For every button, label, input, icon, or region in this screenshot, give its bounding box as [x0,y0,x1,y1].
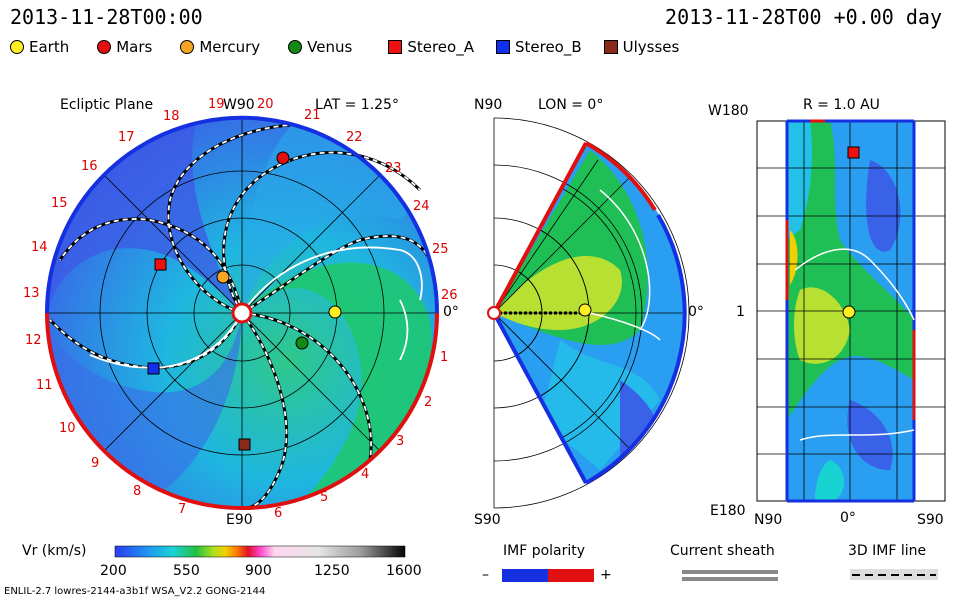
ulysses-marker-icon [238,438,251,451]
legend-label: Venus [307,38,353,56]
ulysses-marker-icon [603,40,618,54]
meridional-plane-plot [487,117,690,509]
stereo-b-marker-icon [495,40,510,54]
carrington-label: 19 [208,97,225,112]
carrington-label: 16 [81,159,98,174]
colorbar-title: Vr (km/s) [22,543,87,559]
carrington-label: 8 [133,484,142,499]
legend-mars: Mars [97,38,152,56]
carrington-label: 2 [424,395,433,410]
imf-minus-label: – [482,567,489,583]
imf-positive-swatch [548,569,594,582]
meridional-south-label: S90 [474,512,501,528]
legend-label: Mars [116,38,153,56]
carrington-label: 5 [320,490,329,505]
current-sheath-title: Current sheath [670,543,775,559]
ecliptic-right-label: 0° [443,304,459,320]
carrington-label: 14 [31,240,48,255]
carrington-label: 24 [413,199,430,214]
ecliptic-lat-label: LAT = 1.25° [315,97,399,113]
earth-marker-icon [842,305,856,319]
map-x-right-label: S90 [917,512,944,528]
footer-model-info: ENLIL-2.7 lowres-2144-a3b1f WSA_V2.2 GON… [4,586,266,597]
ecliptic-bottom-label: E90 [226,512,253,528]
mars-marker-icon [276,151,290,165]
legend-mercury: Mercury [180,38,260,56]
map-radius-label: R = 1.0 AU [803,97,880,113]
colorbar-tick: 1600 [386,563,422,579]
carrington-label: 17 [118,130,135,145]
meridional-north-label: N90 [474,97,503,113]
legend-stereo-b: Stereo_B [495,38,582,56]
stereo-a-marker-icon [154,258,167,271]
body-legend: Earth Mars Mercury Venus Stereo_A Stereo… [10,38,707,56]
meridional-right-label: 0° [688,304,704,320]
stereo-a-marker-icon [388,40,403,54]
carrington-label: 7 [178,502,187,517]
imf-line-title: 3D IMF line [848,543,927,559]
legend-label: Stereo_A [407,38,474,56]
carrington-label: 12 [25,333,42,348]
venus-marker-icon [288,40,303,54]
carrington-label: 11 [36,378,53,393]
carrington-label: 6 [274,506,283,521]
legend-venus: Venus [288,38,352,56]
carrington-label: 25 [432,242,449,257]
mercury-marker-icon [180,40,195,54]
map-top-left-label: W180 [708,103,749,119]
current-sheath-swatch [682,570,778,574]
map-x-mid-label: 0° [840,510,856,526]
imf-negative-swatch [502,569,548,582]
carrington-label: 3 [396,434,405,449]
meridional-lon-label: LON = 0° [538,97,604,113]
time-label-right: 2013-11-28T00 +0.00 day [665,5,942,29]
ecliptic-title: Ecliptic Plane [60,97,154,113]
carrington-label: 4 [361,467,370,482]
imf-plus-label: + [600,567,612,583]
carrington-label: 9 [91,456,100,471]
legend-label: Mercury [199,38,261,56]
legend-ulysses: Ulysses [603,38,680,56]
stereo-b-marker-icon [147,362,160,375]
map-mid-left-label: 1 [736,304,745,320]
map-x-left-label: N90 [754,512,783,528]
carrington-label: 21 [304,108,321,123]
legend-label: Stereo_B [514,38,582,56]
colorbar-tick: 1250 [314,563,350,579]
ecliptic-top-label: W90 [223,97,255,113]
colorbar-tick: 200 [100,563,127,579]
legend-label: Earth [29,38,70,56]
r-surface-map [756,119,946,503]
carrington-label: 26 [441,288,458,303]
time-label-left: 2013-11-28T00:00 [10,5,203,29]
legend-stereo-a: Stereo_A [388,38,474,56]
carrington-label: 22 [346,130,363,145]
carrington-label: 18 [163,109,180,124]
mars-marker-icon [97,40,112,54]
carrington-label: 1 [440,350,449,365]
carrington-label: 15 [51,196,68,211]
imf-polarity-title: IMF polarity [503,543,586,559]
legend-earth: Earth [10,38,69,56]
velocity-colorbar [114,545,406,558]
ecliptic-plane-plot [44,115,439,510]
carrington-label: 23 [385,161,402,176]
earth-marker-icon [10,40,24,54]
sun-icon [487,306,501,320]
colorbar-tick: 900 [245,563,272,579]
map-bottom-left-label: E180 [710,503,746,519]
stereo-a-marker-icon [847,146,860,159]
colorbar-tick: 550 [173,563,200,579]
current-sheath-swatch-lower [682,577,778,581]
venus-marker-icon [295,336,309,350]
carrington-label: 10 [59,421,76,436]
carrington-label: 13 [23,286,40,301]
sun-icon [231,302,253,324]
mercury-marker-icon [216,270,230,284]
carrington-label: 20 [257,97,274,112]
earth-marker-icon [578,303,592,317]
legend-label: Ulysses [622,38,680,56]
earth-marker-icon [328,305,342,319]
